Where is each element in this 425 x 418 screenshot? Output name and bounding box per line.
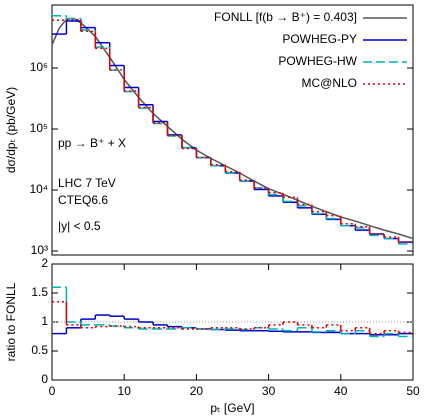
legend-label: POWHEG-PY	[282, 32, 357, 46]
y-tick-label: 1	[41, 314, 48, 328]
x-axis-label: pₜ [GeV]	[210, 401, 254, 415]
y-tick-label: 10⁴	[29, 182, 48, 196]
x-tick-label: 50	[406, 384, 420, 398]
x-tick-label: 10	[118, 384, 132, 398]
x-tick-label: 30	[262, 384, 276, 398]
legend-label: FONLL [f(b → B⁺) = 0.403]	[214, 10, 357, 24]
y-tick-label: 10³	[31, 243, 48, 257]
y-tick-label: 0	[41, 372, 48, 386]
y-axis-label: ratio to FONLL	[4, 282, 18, 361]
y-tick-label: 0.5	[31, 343, 48, 357]
x-tick-label: 0	[49, 384, 56, 398]
legend-label: POWHEG-HW	[278, 54, 357, 68]
y-tick-label: 1.5	[31, 285, 48, 299]
annotation: LHC 7 TeV	[58, 176, 116, 190]
annotation: |y| < 0.5	[58, 219, 101, 233]
y-tick-label: 10⁶	[30, 60, 48, 74]
x-tick-label: 20	[190, 384, 204, 398]
x-tick-label: 40	[334, 384, 348, 398]
legend-label: MC@NLO	[301, 76, 357, 90]
y-axis-label: dσ/dpₜ (pb/GeV)	[4, 87, 18, 173]
y-tick-label: 2	[41, 256, 48, 270]
plot-frame	[51, 4, 414, 256]
y-tick-label: 10⁵	[30, 121, 48, 135]
annotation: CTEQ6.6	[58, 193, 108, 207]
annotation: pp → B⁺ + X	[58, 136, 126, 150]
